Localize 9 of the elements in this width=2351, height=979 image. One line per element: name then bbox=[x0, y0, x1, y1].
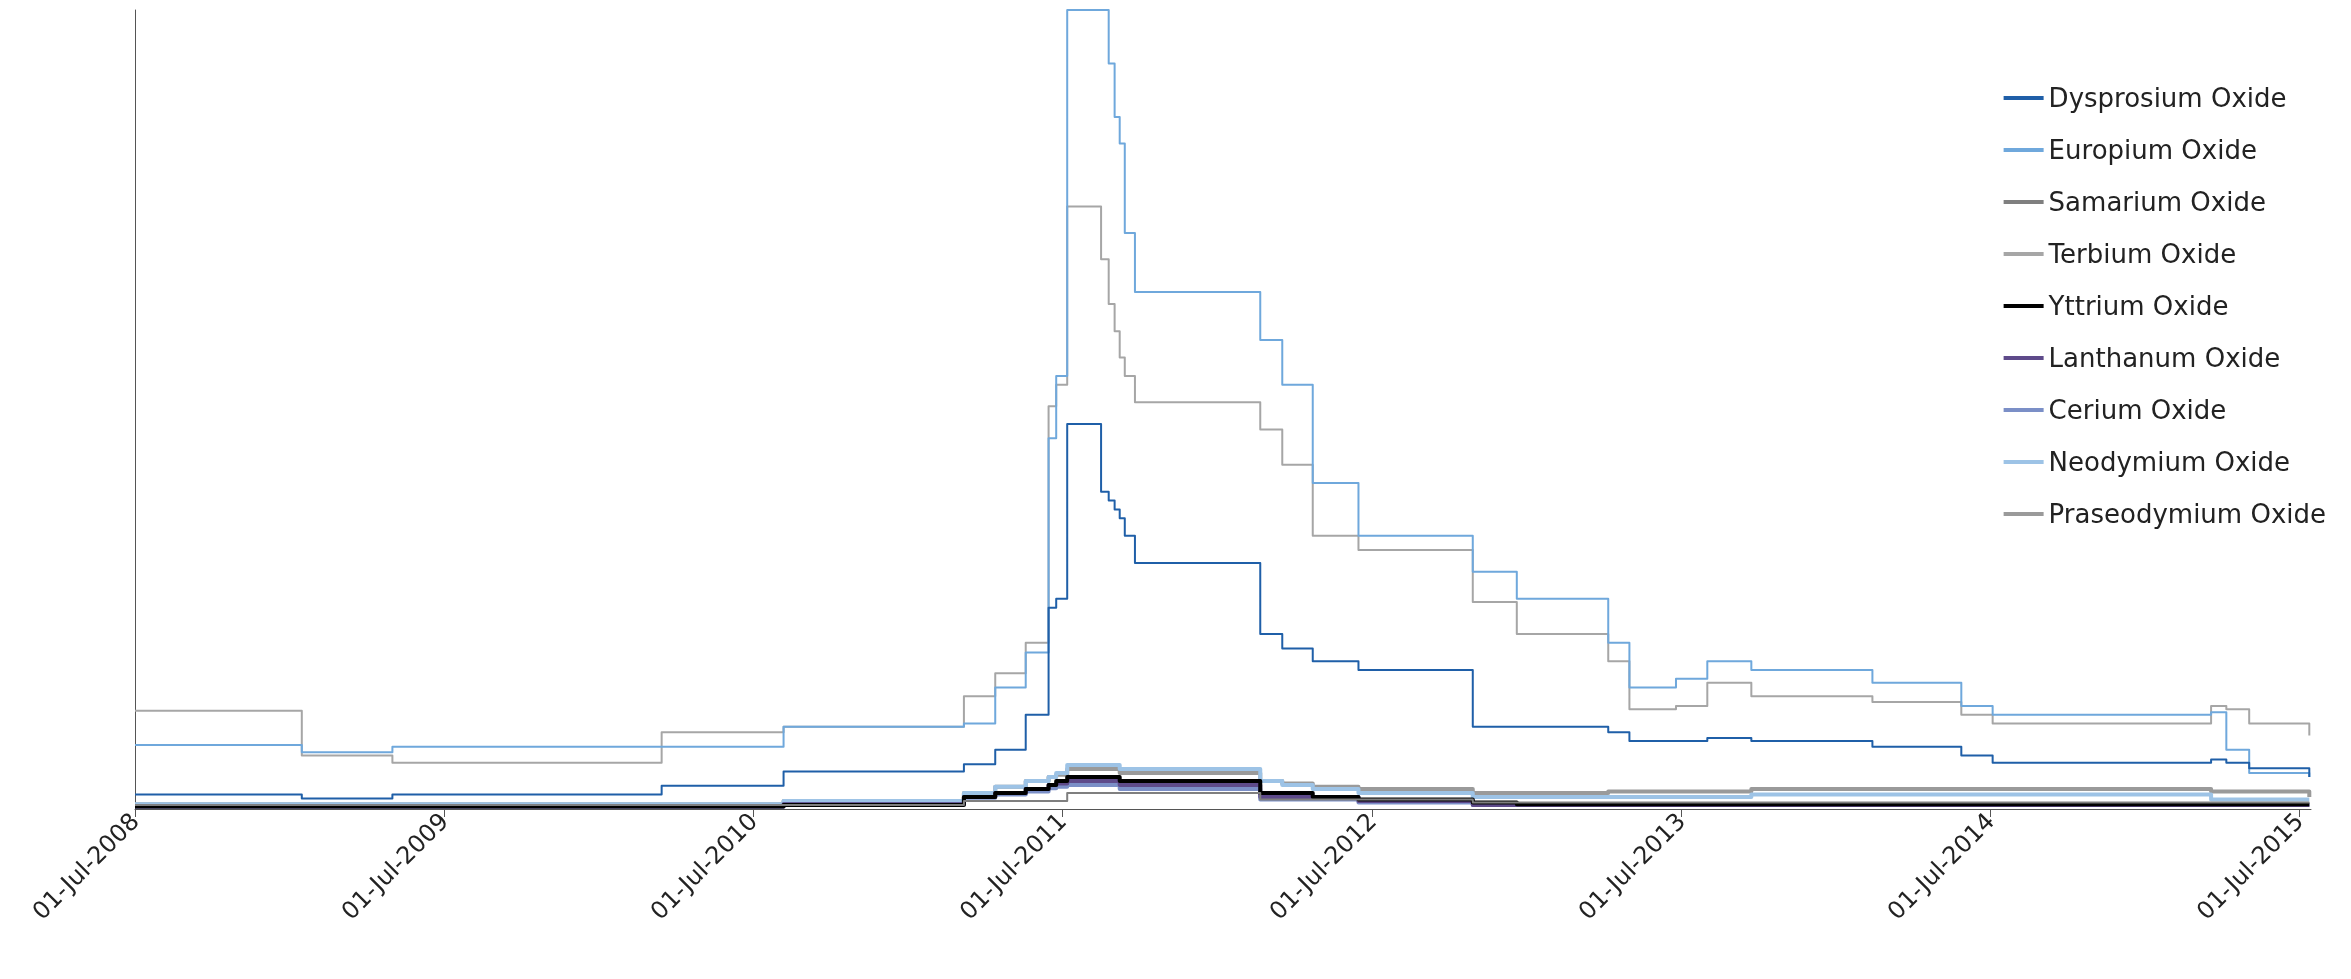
legend-label: Europium Oxide bbox=[2048, 135, 2257, 165]
legend-label: Praseodymium Oxide bbox=[2048, 499, 2327, 529]
legend-label: Samarium Oxide bbox=[2048, 187, 2266, 217]
legend-label: Cerium Oxide bbox=[2048, 395, 2227, 425]
legend-label: Lanthanum Oxide bbox=[2048, 343, 2281, 373]
legend-label: Dysprosium Oxide bbox=[2048, 83, 2287, 113]
legend-label: Terbium Oxide bbox=[2047, 239, 2237, 269]
legend-label: Neodymium Oxide bbox=[2048, 447, 2291, 477]
legend-label: Yttrium Oxide bbox=[2047, 291, 2229, 321]
